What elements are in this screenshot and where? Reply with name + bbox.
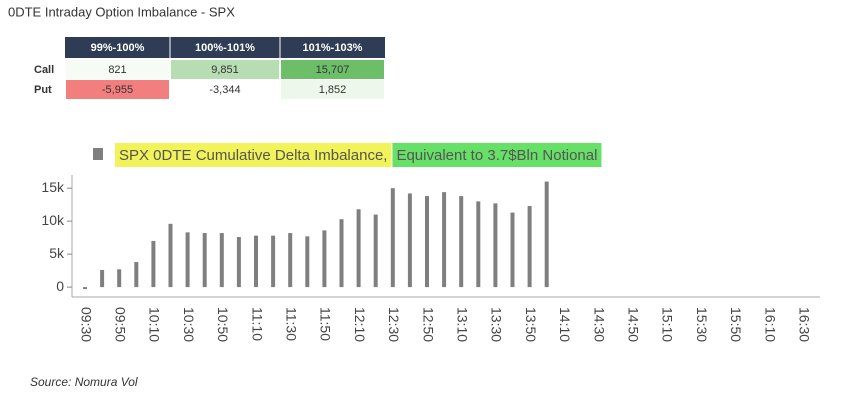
bar [339, 219, 344, 288]
cell-value: 15,707 [316, 64, 350, 76]
bar [493, 203, 498, 288]
bar [219, 233, 224, 288]
bar [117, 269, 122, 288]
annotation-highlight [392, 143, 602, 167]
column-header: 101%-103% [303, 42, 363, 54]
bar [100, 269, 105, 288]
bar [407, 193, 412, 288]
row-label: Call [34, 64, 54, 76]
x-tick-label: 10:50 [215, 307, 231, 342]
source-note: Source: Nomura Vol [30, 375, 138, 389]
x-tick-label: 09:50 [112, 307, 128, 342]
bar [390, 188, 395, 288]
table-cell [66, 60, 169, 79]
x-tick-label: 13:10 [454, 307, 470, 342]
bar [185, 232, 190, 288]
y-tick-label: 5k [49, 245, 65, 261]
bar [288, 233, 293, 288]
bar [322, 230, 327, 288]
x-tick-label: 16:30 [796, 307, 812, 342]
bar [425, 196, 429, 288]
bar [151, 240, 156, 288]
bar [236, 236, 241, 288]
bar [510, 212, 515, 288]
bar [305, 236, 310, 288]
bar [527, 205, 532, 288]
x-tick-label: 11:50 [318, 307, 334, 341]
table-cell [281, 60, 384, 79]
x-tick-label: 15:30 [694, 307, 710, 342]
bar [134, 262, 139, 288]
bar [442, 192, 447, 288]
bar [83, 287, 87, 290]
bar [202, 233, 207, 288]
y-tick-label: 15k [41, 179, 65, 195]
bar [271, 235, 276, 288]
x-tick-label: 12:10 [352, 307, 368, 342]
annotation: Equivalent to 3.7$Bln Notional [396, 147, 597, 164]
bar [356, 209, 361, 288]
x-tick-label: 10:30 [181, 307, 197, 342]
x-tick-label: 11:30 [283, 307, 299, 341]
table-cell [171, 60, 279, 79]
cell-value: -3,344 [209, 84, 240, 96]
x-tick-label: 16:10 [762, 307, 778, 342]
legend-label: SPX 0DTE Cumulative Delta Imbalance, [119, 147, 387, 164]
column-header: 99%-100% [91, 42, 145, 54]
x-tick-label: 13:30 [489, 307, 505, 342]
table-cell [66, 80, 169, 99]
cell-value: 9,851 [211, 64, 239, 76]
x-tick-label: 15:10 [660, 307, 676, 342]
legend-swatch [93, 148, 103, 160]
table-header [65, 37, 385, 58]
table-cell [281, 80, 384, 99]
bar [459, 196, 464, 288]
table-title: 0DTE Intraday Option Imbalance - SPX [8, 4, 235, 19]
bar [254, 235, 258, 288]
x-tick-label: 10:10 [147, 307, 163, 342]
x-tick-label: 14:10 [557, 307, 573, 342]
column-header: 100%-101% [195, 42, 255, 54]
x-tick-label: 14:50 [625, 307, 641, 342]
row-label: Put [34, 84, 52, 96]
cell-value: 1,852 [319, 84, 347, 96]
bar [544, 181, 549, 288]
y-tick-label: 10k [41, 212, 65, 228]
x-tick-label: 12:30 [386, 307, 402, 342]
bar [476, 201, 481, 288]
option-table: 99%-100% 100%-101% 101%-103% Call 821 9,851 15… [34, 37, 385, 99]
x-tick-label: 11:10 [249, 307, 265, 341]
cell-value: 821 [108, 64, 126, 76]
y-tick-label: 0 [56, 278, 64, 294]
x-tick-label: 15:50 [728, 307, 744, 342]
cell-value: -5,955 [102, 84, 133, 96]
x-tick-label: 13:50 [523, 307, 539, 342]
x-tick-label: 12:50 [420, 307, 436, 342]
x-tick-label: 14:30 [591, 307, 607, 342]
legend-highlight [115, 143, 392, 167]
x-tick-label: 09:30 [78, 307, 94, 342]
table-cell [171, 80, 279, 99]
bar [373, 214, 378, 288]
bar [168, 223, 173, 288]
